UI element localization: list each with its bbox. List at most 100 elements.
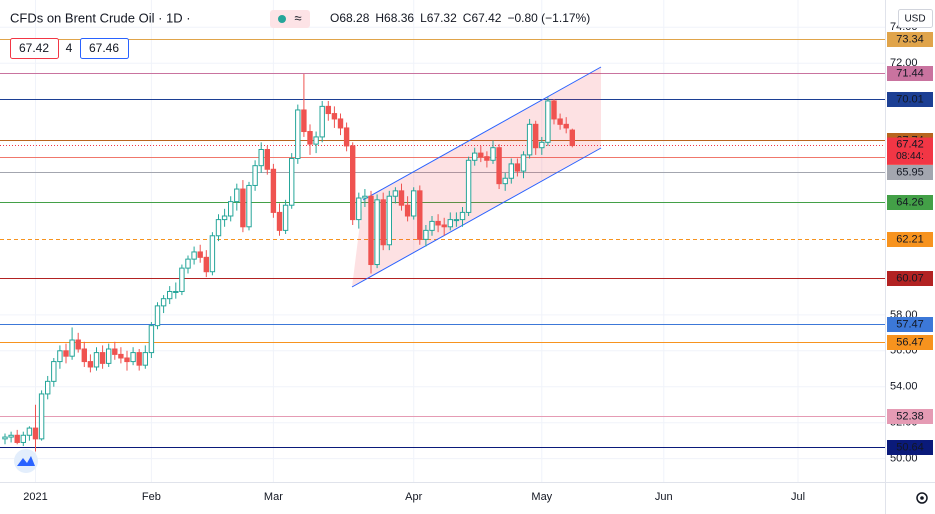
y-tick-label: 54.00 — [890, 381, 918, 393]
candle-body — [197, 251, 203, 258]
level-label-bg — [887, 409, 933, 424]
gear[interactable] — [916, 492, 928, 504]
candle-body — [539, 141, 545, 149]
candle-body — [124, 357, 130, 363]
candle-body — [209, 235, 216, 273]
status-dot — [278, 15, 286, 23]
wave-icon: ≈ — [294, 10, 301, 25]
candle-body — [374, 199, 380, 266]
candle-body — [551, 100, 557, 120]
indicator-button[interactable] — [270, 10, 310, 28]
candle-body — [502, 177, 508, 185]
settings-icon[interactable] — [916, 492, 928, 504]
spread: 4 — [66, 41, 73, 55]
candle-body — [301, 109, 307, 133]
candle-body — [246, 184, 252, 228]
sell-price[interactable]: 67.42 — [19, 41, 49, 55]
candle-body — [423, 229, 429, 240]
candle-body — [160, 298, 167, 307]
candle-body — [429, 220, 435, 231]
candle-body — [380, 199, 386, 246]
level-label: 57.47 — [896, 318, 924, 330]
candle-body — [386, 195, 393, 246]
candle-body — [514, 163, 521, 172]
candle-body — [545, 100, 551, 143]
channel-lower — [351, 147, 602, 288]
x-tick-label: Jul — [791, 491, 805, 503]
countdown: 08:44: — [896, 151, 924, 162]
level-label-bg — [887, 32, 933, 47]
candle-body — [148, 325, 155, 354]
level-label: 52.38 — [896, 410, 924, 422]
candle-body — [136, 352, 142, 366]
candle-body — [106, 348, 112, 364]
last-price-bg — [887, 137, 933, 165]
candle-body — [404, 204, 411, 217]
candle-body — [484, 156, 490, 161]
candle-body — [240, 188, 246, 228]
logo-mark — [17, 456, 35, 466]
candle-body — [350, 145, 356, 221]
candle-body — [258, 149, 264, 167]
candle-body — [221, 215, 228, 221]
candle-body — [69, 339, 75, 357]
candle-body — [179, 267, 185, 292]
candle-body — [118, 353, 124, 359]
candle-body — [459, 211, 466, 221]
candle-body — [325, 105, 332, 115]
candle-body — [87, 361, 94, 368]
candle-body — [203, 256, 210, 273]
candle-body — [520, 154, 527, 172]
candle-body — [368, 195, 374, 266]
chart-title: CFDs on Brent Crude Oil · 1D · — [10, 10, 191, 25]
ohlc-value: −0.80 (−1.17%) — [507, 11, 590, 25]
level-label-bg — [887, 232, 933, 247]
candle-body — [490, 147, 496, 161]
candle-body — [173, 290, 179, 293]
level-label: 56.47 — [896, 336, 924, 348]
currency[interactable]: USD — [904, 14, 925, 25]
candle-body — [57, 350, 63, 363]
channel-fill — [352, 67, 601, 287]
candle-body — [557, 118, 563, 125]
candle-body — [276, 211, 283, 231]
x-tick-label: Feb — [142, 491, 161, 503]
level-label: 60.07 — [896, 272, 924, 284]
candle-body — [417, 190, 423, 240]
candle-body — [93, 352, 100, 368]
candle-body — [313, 136, 319, 145]
candle-body — [526, 123, 533, 156]
candle-body — [496, 147, 502, 185]
level-label: 71.44 — [896, 67, 924, 79]
sell-box[interactable] — [10, 38, 59, 59]
candle-body — [295, 109, 301, 159]
candle-body — [465, 159, 472, 213]
level-label-bg — [887, 335, 933, 350]
level-label: 70.01 — [896, 93, 924, 105]
candle-body — [2, 436, 8, 440]
candle-body — [215, 219, 222, 237]
currency-button[interactable] — [898, 9, 933, 28]
buy-box[interactable] — [80, 38, 129, 59]
candle-body — [99, 352, 106, 364]
candle-body — [45, 380, 51, 395]
grid — [0, 0, 885, 482]
candle-body — [472, 152, 478, 161]
candle-body — [191, 251, 197, 260]
candle-body — [228, 201, 234, 217]
candle-body — [508, 163, 515, 179]
candle-body — [331, 113, 338, 120]
x-tick-label: May — [531, 491, 552, 503]
x-tick-label: Apr — [405, 491, 422, 503]
candle-body — [154, 305, 161, 327]
level-label: 73.34 — [896, 33, 924, 45]
candle-body — [63, 350, 69, 357]
header: CFDs on Brent Crude Oil · 1D · ≈ O68.28 H… — [10, 10, 590, 59]
candle-body — [14, 434, 20, 443]
ohlc-value: C67.42 — [463, 11, 502, 25]
level-label: 50.64 — [896, 441, 924, 453]
buy-price[interactable]: 67.46 — [89, 41, 119, 55]
last-price-label: 67.42 — [896, 138, 924, 150]
gear-center[interactable] — [920, 496, 924, 500]
